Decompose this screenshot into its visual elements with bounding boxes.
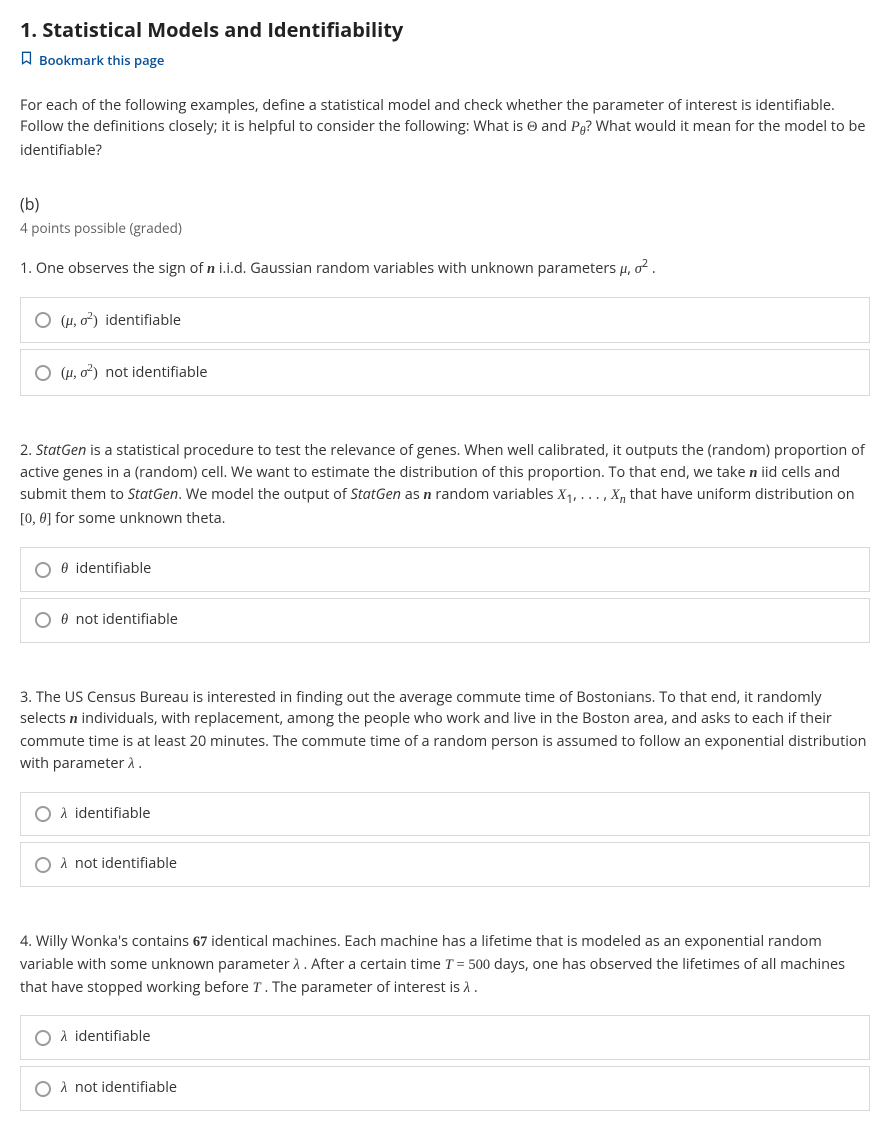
option-label: λ not identifiable: [61, 1077, 177, 1100]
radio-icon: [35, 312, 51, 328]
radio-icon: [35, 806, 51, 822]
question-2-options: θ identifiable θ not identifiable: [20, 547, 870, 643]
radio-icon: [35, 365, 51, 381]
option-label: λ identifiable: [61, 803, 150, 826]
bookmark-link[interactable]: Bookmark this page: [20, 51, 164, 71]
q2-option-not-identifiable[interactable]: θ not identifiable: [20, 598, 870, 643]
option-label: (μ, σ2) identifiable: [61, 308, 181, 333]
question-1-options: (μ, σ2) identifiable (μ, σ2) not identif…: [20, 297, 870, 396]
intro-paragraph: For each of the following examples, defi…: [20, 95, 870, 163]
radio-icon: [35, 1030, 51, 1046]
question-3-text: 3. The US Census Bureau is interested in…: [20, 687, 870, 776]
q2-option-identifiable[interactable]: θ identifiable: [20, 547, 870, 592]
section-b-header: (b): [20, 192, 870, 216]
radio-icon: [35, 612, 51, 628]
question-2-text: 2. StatGen is a statistical procedure to…: [20, 440, 870, 531]
q3-option-identifiable[interactable]: λ identifiable: [20, 792, 870, 837]
bookmark-icon: [20, 51, 33, 71]
option-label: (μ, σ2) not identifiable: [61, 360, 208, 385]
points-possible: 4 points possible (graded): [20, 218, 870, 238]
bookmark-label: Bookmark this page: [39, 51, 164, 71]
q3-option-not-identifiable[interactable]: λ not identifiable: [20, 842, 870, 887]
question-1-text: 1. One observes the sign of n i.i.d. Gau…: [20, 256, 870, 281]
q1-option-identifiable[interactable]: (μ, σ2) identifiable: [20, 297, 870, 344]
radio-icon: [35, 857, 51, 873]
q4-option-identifiable[interactable]: λ identifiable: [20, 1015, 870, 1060]
q1-option-not-identifiable[interactable]: (μ, σ2) not identifiable: [20, 349, 870, 396]
radio-icon: [35, 1081, 51, 1097]
option-label: θ not identifiable: [61, 609, 178, 632]
option-label: λ not identifiable: [61, 853, 177, 876]
option-label: λ identifiable: [61, 1026, 150, 1049]
option-label: θ identifiable: [61, 558, 151, 581]
page-title: 1. Statistical Models and Identifiabilit…: [20, 15, 870, 45]
question-3-options: λ identifiable λ not identifiable: [20, 792, 870, 888]
question-4-text: 4. Willy Wonka's contains 67 identical m…: [20, 931, 870, 999]
radio-icon: [35, 562, 51, 578]
question-4-options: λ identifiable λ not identifiable: [20, 1015, 870, 1111]
q4-option-not-identifiable[interactable]: λ not identifiable: [20, 1066, 870, 1111]
